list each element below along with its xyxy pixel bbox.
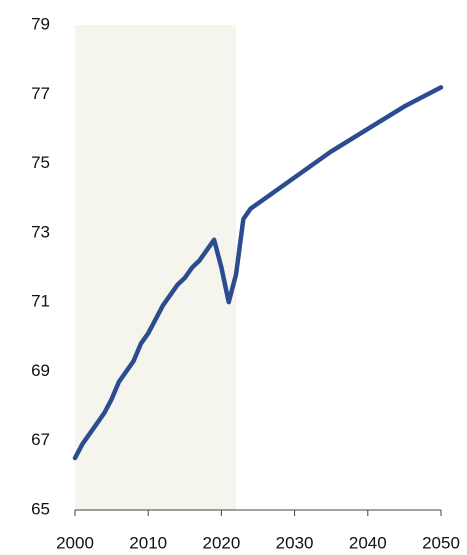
y-tick-label: 71	[31, 292, 50, 311]
y-tick-label: 73	[31, 222, 50, 241]
y-tick-label: 67	[31, 430, 50, 449]
y-tick-label: 65	[31, 499, 50, 518]
y-tick-label: 69	[31, 361, 50, 380]
x-tick-label: 2040	[349, 533, 387, 552]
shaded-region	[75, 25, 237, 510]
y-tick-label: 77	[31, 84, 50, 103]
x-tick-label: 2050	[422, 533, 460, 552]
x-tick-label: 2010	[129, 533, 167, 552]
x-tick-label: 2020	[202, 533, 240, 552]
x-tick-label: 2000	[56, 533, 94, 552]
line-series	[72, 85, 444, 461]
x-tick-label: 2030	[276, 533, 314, 552]
y-tick-label: 79	[31, 14, 50, 33]
y-tick-label: 75	[31, 153, 50, 172]
